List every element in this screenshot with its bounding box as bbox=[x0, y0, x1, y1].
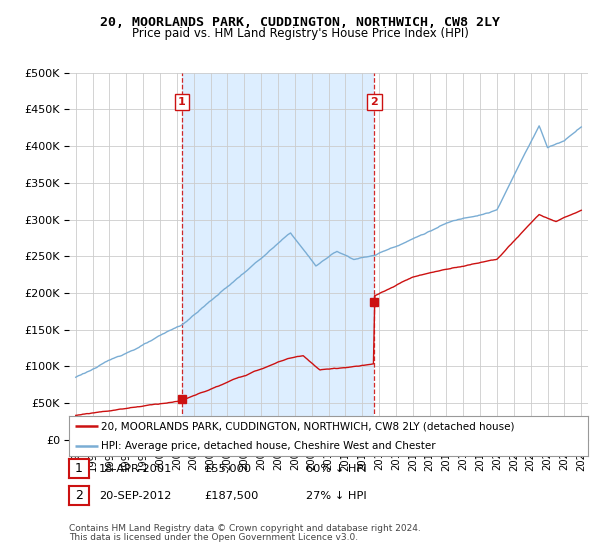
Text: HPI: Average price, detached house, Cheshire West and Chester: HPI: Average price, detached house, Ches… bbox=[101, 441, 436, 451]
Bar bbox=[182, 73, 374, 440]
Text: 60% ↓ HPI: 60% ↓ HPI bbox=[306, 464, 367, 474]
Text: £187,500: £187,500 bbox=[204, 491, 259, 501]
Text: 18-APR-2001: 18-APR-2001 bbox=[99, 464, 172, 474]
Text: 27% ↓ HPI: 27% ↓ HPI bbox=[306, 491, 367, 501]
Text: 2: 2 bbox=[75, 489, 83, 502]
Text: This data is licensed under the Open Government Licence v3.0.: This data is licensed under the Open Gov… bbox=[69, 533, 358, 542]
Text: 20, MOORLANDS PARK, CUDDINGTON, NORTHWICH, CW8 2LY (detached house): 20, MOORLANDS PARK, CUDDINGTON, NORTHWIC… bbox=[101, 421, 515, 431]
Text: 20, MOORLANDS PARK, CUDDINGTON, NORTHWICH, CW8 2LY: 20, MOORLANDS PARK, CUDDINGTON, NORTHWIC… bbox=[100, 16, 500, 29]
Text: Contains HM Land Registry data © Crown copyright and database right 2024.: Contains HM Land Registry data © Crown c… bbox=[69, 524, 421, 533]
Text: £55,000: £55,000 bbox=[204, 464, 251, 474]
Text: 2: 2 bbox=[370, 97, 378, 107]
Text: Price paid vs. HM Land Registry's House Price Index (HPI): Price paid vs. HM Land Registry's House … bbox=[131, 27, 469, 40]
Text: 1: 1 bbox=[178, 97, 186, 107]
Text: 1: 1 bbox=[75, 462, 83, 475]
Text: 20-SEP-2012: 20-SEP-2012 bbox=[99, 491, 172, 501]
